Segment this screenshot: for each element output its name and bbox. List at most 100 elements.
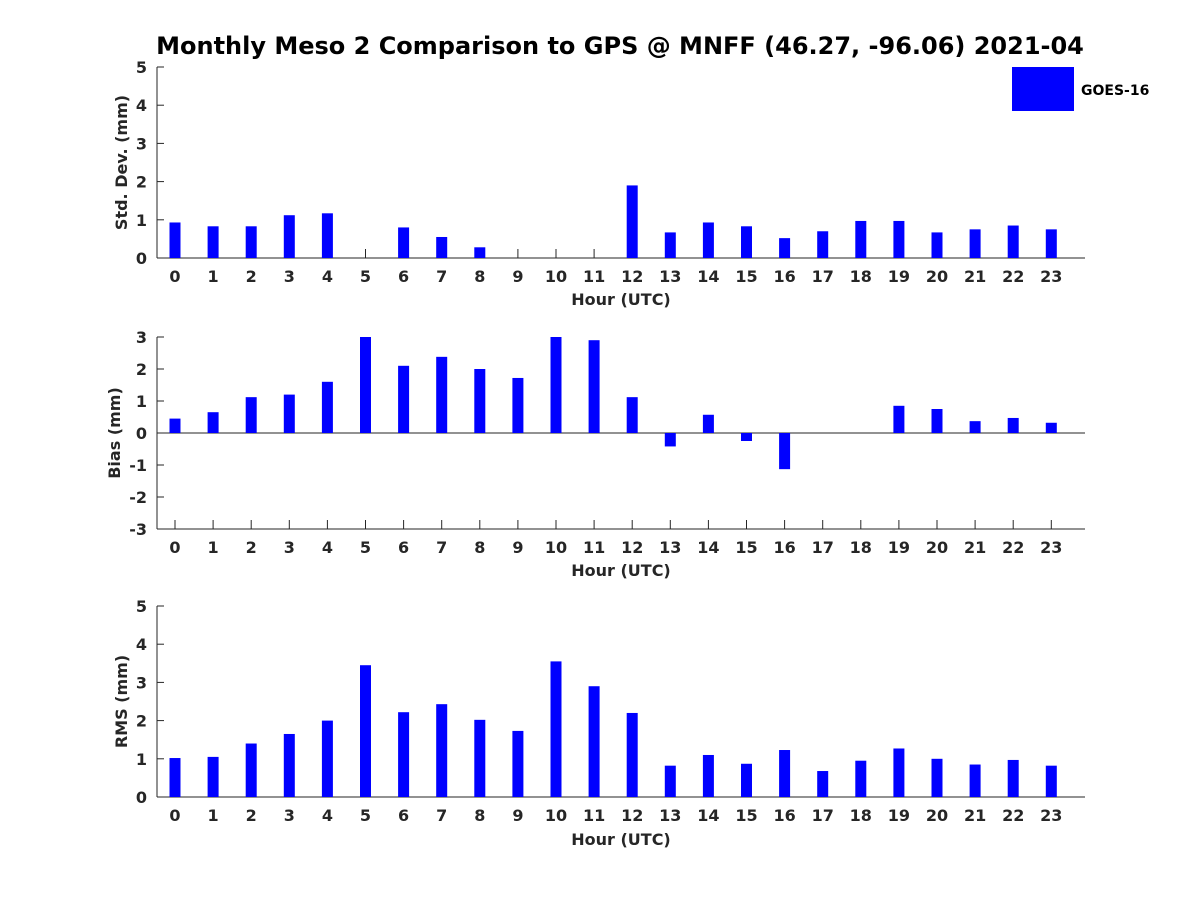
bar: [245, 743, 257, 797]
bar: [626, 397, 638, 433]
legend-label: GOES-16: [1081, 83, 1149, 99]
x-tick-label: 20: [926, 538, 948, 557]
bar: [664, 433, 676, 447]
y-axis-label: RMS (mm): [112, 655, 131, 748]
x-axis-label: Hour (UTC): [571, 561, 671, 580]
x-tick-label: 17: [812, 267, 834, 286]
bar: [626, 185, 638, 258]
bar: [664, 765, 676, 797]
y-tick-label: 5: [136, 597, 147, 616]
x-tick-label: 11: [583, 806, 605, 825]
y-tick-label: 1: [136, 211, 147, 230]
bar: [321, 381, 333, 433]
y-tick-label: 2: [136, 360, 147, 379]
bar: [931, 409, 943, 433]
bar: [664, 232, 676, 258]
y-tick-label: 2: [136, 712, 147, 731]
y-tick-label: 3: [136, 134, 147, 153]
x-tick-label: 7: [436, 806, 447, 825]
x-tick-label: 15: [735, 538, 757, 557]
bar: [741, 763, 752, 797]
x-tick-label: 14: [697, 538, 719, 557]
x-tick-label: 23: [1040, 806, 1062, 825]
y-tick-label: 3: [136, 673, 147, 692]
bar: [436, 236, 448, 258]
bar: [436, 704, 448, 797]
bar: [245, 226, 257, 258]
x-tick-label: 13: [659, 267, 681, 286]
legend: GOES-16: [1012, 67, 1149, 111]
x-tick-label: 16: [773, 806, 795, 825]
x-tick-label: 3: [284, 538, 295, 557]
x-tick-label: 22: [1002, 538, 1024, 557]
x-tick-label: 3: [284, 267, 295, 286]
bar: [588, 686, 600, 797]
bar: [283, 733, 295, 797]
bar: [474, 247, 486, 258]
x-tick-label: 12: [621, 267, 643, 286]
bar: [207, 412, 219, 433]
bar: [169, 758, 181, 797]
x-tick-label: 17: [812, 538, 834, 557]
x-tick-label: 14: [697, 806, 719, 825]
x-tick-label: 13: [659, 806, 681, 825]
y-tick-label: 3: [136, 328, 147, 347]
x-tick-label: 8: [474, 538, 485, 557]
x-tick-label: 22: [1002, 267, 1024, 286]
x-tick-label: 21: [964, 267, 986, 286]
x-tick-label: 7: [436, 267, 447, 286]
bar: [702, 414, 714, 433]
y-tick-label: 4: [136, 96, 147, 115]
x-tick-label: 10: [545, 267, 567, 286]
bar: [893, 220, 905, 258]
x-tick-label: 18: [850, 267, 872, 286]
bar: [207, 226, 219, 258]
bar: [321, 213, 333, 258]
bar: [1007, 759, 1019, 797]
x-tick-label: 17: [812, 806, 834, 825]
x-tick-label: 19: [888, 267, 910, 286]
bar: [1007, 417, 1019, 433]
bar: [741, 226, 752, 258]
x-tick-label: 15: [735, 267, 757, 286]
x-tick-label: 0: [169, 538, 180, 557]
x-tick-label: 10: [545, 806, 567, 825]
bar: [512, 730, 524, 797]
x-tick-label: 16: [773, 267, 795, 286]
y-axis-label: Std. Dev. (mm): [112, 95, 131, 230]
x-tick-label: 20: [926, 806, 948, 825]
x-tick-label: 19: [888, 806, 910, 825]
x-tick-label: 12: [621, 806, 643, 825]
bar: [741, 433, 752, 441]
x-tick-label: 1: [208, 806, 219, 825]
x-tick-label: 21: [964, 538, 986, 557]
bar: [779, 750, 791, 797]
bar: [931, 232, 943, 258]
bar: [245, 397, 257, 433]
y-tick-label: 1: [136, 750, 147, 769]
bar: [283, 394, 295, 433]
bar: [398, 365, 410, 433]
x-tick-label: 2: [246, 267, 257, 286]
x-tick-label: 6: [398, 538, 409, 557]
x-tick-label: 8: [474, 267, 485, 286]
x-tick-label: 4: [322, 267, 333, 286]
x-tick-label: 1: [208, 267, 219, 286]
x-tick-label: 9: [512, 267, 523, 286]
bar: [817, 231, 829, 258]
y-tick-label: 0: [136, 424, 147, 443]
bar: [169, 222, 181, 258]
bar: [398, 712, 410, 797]
y-tick-label: 2: [136, 173, 147, 192]
x-tick-label: 21: [964, 806, 986, 825]
x-tick-label: 23: [1040, 538, 1062, 557]
x-tick-label: 2: [246, 538, 257, 557]
x-axis-label: Hour (UTC): [571, 290, 671, 309]
x-tick-label: 4: [322, 538, 333, 557]
y-tick-label: 1: [136, 392, 147, 411]
bar: [588, 340, 600, 433]
